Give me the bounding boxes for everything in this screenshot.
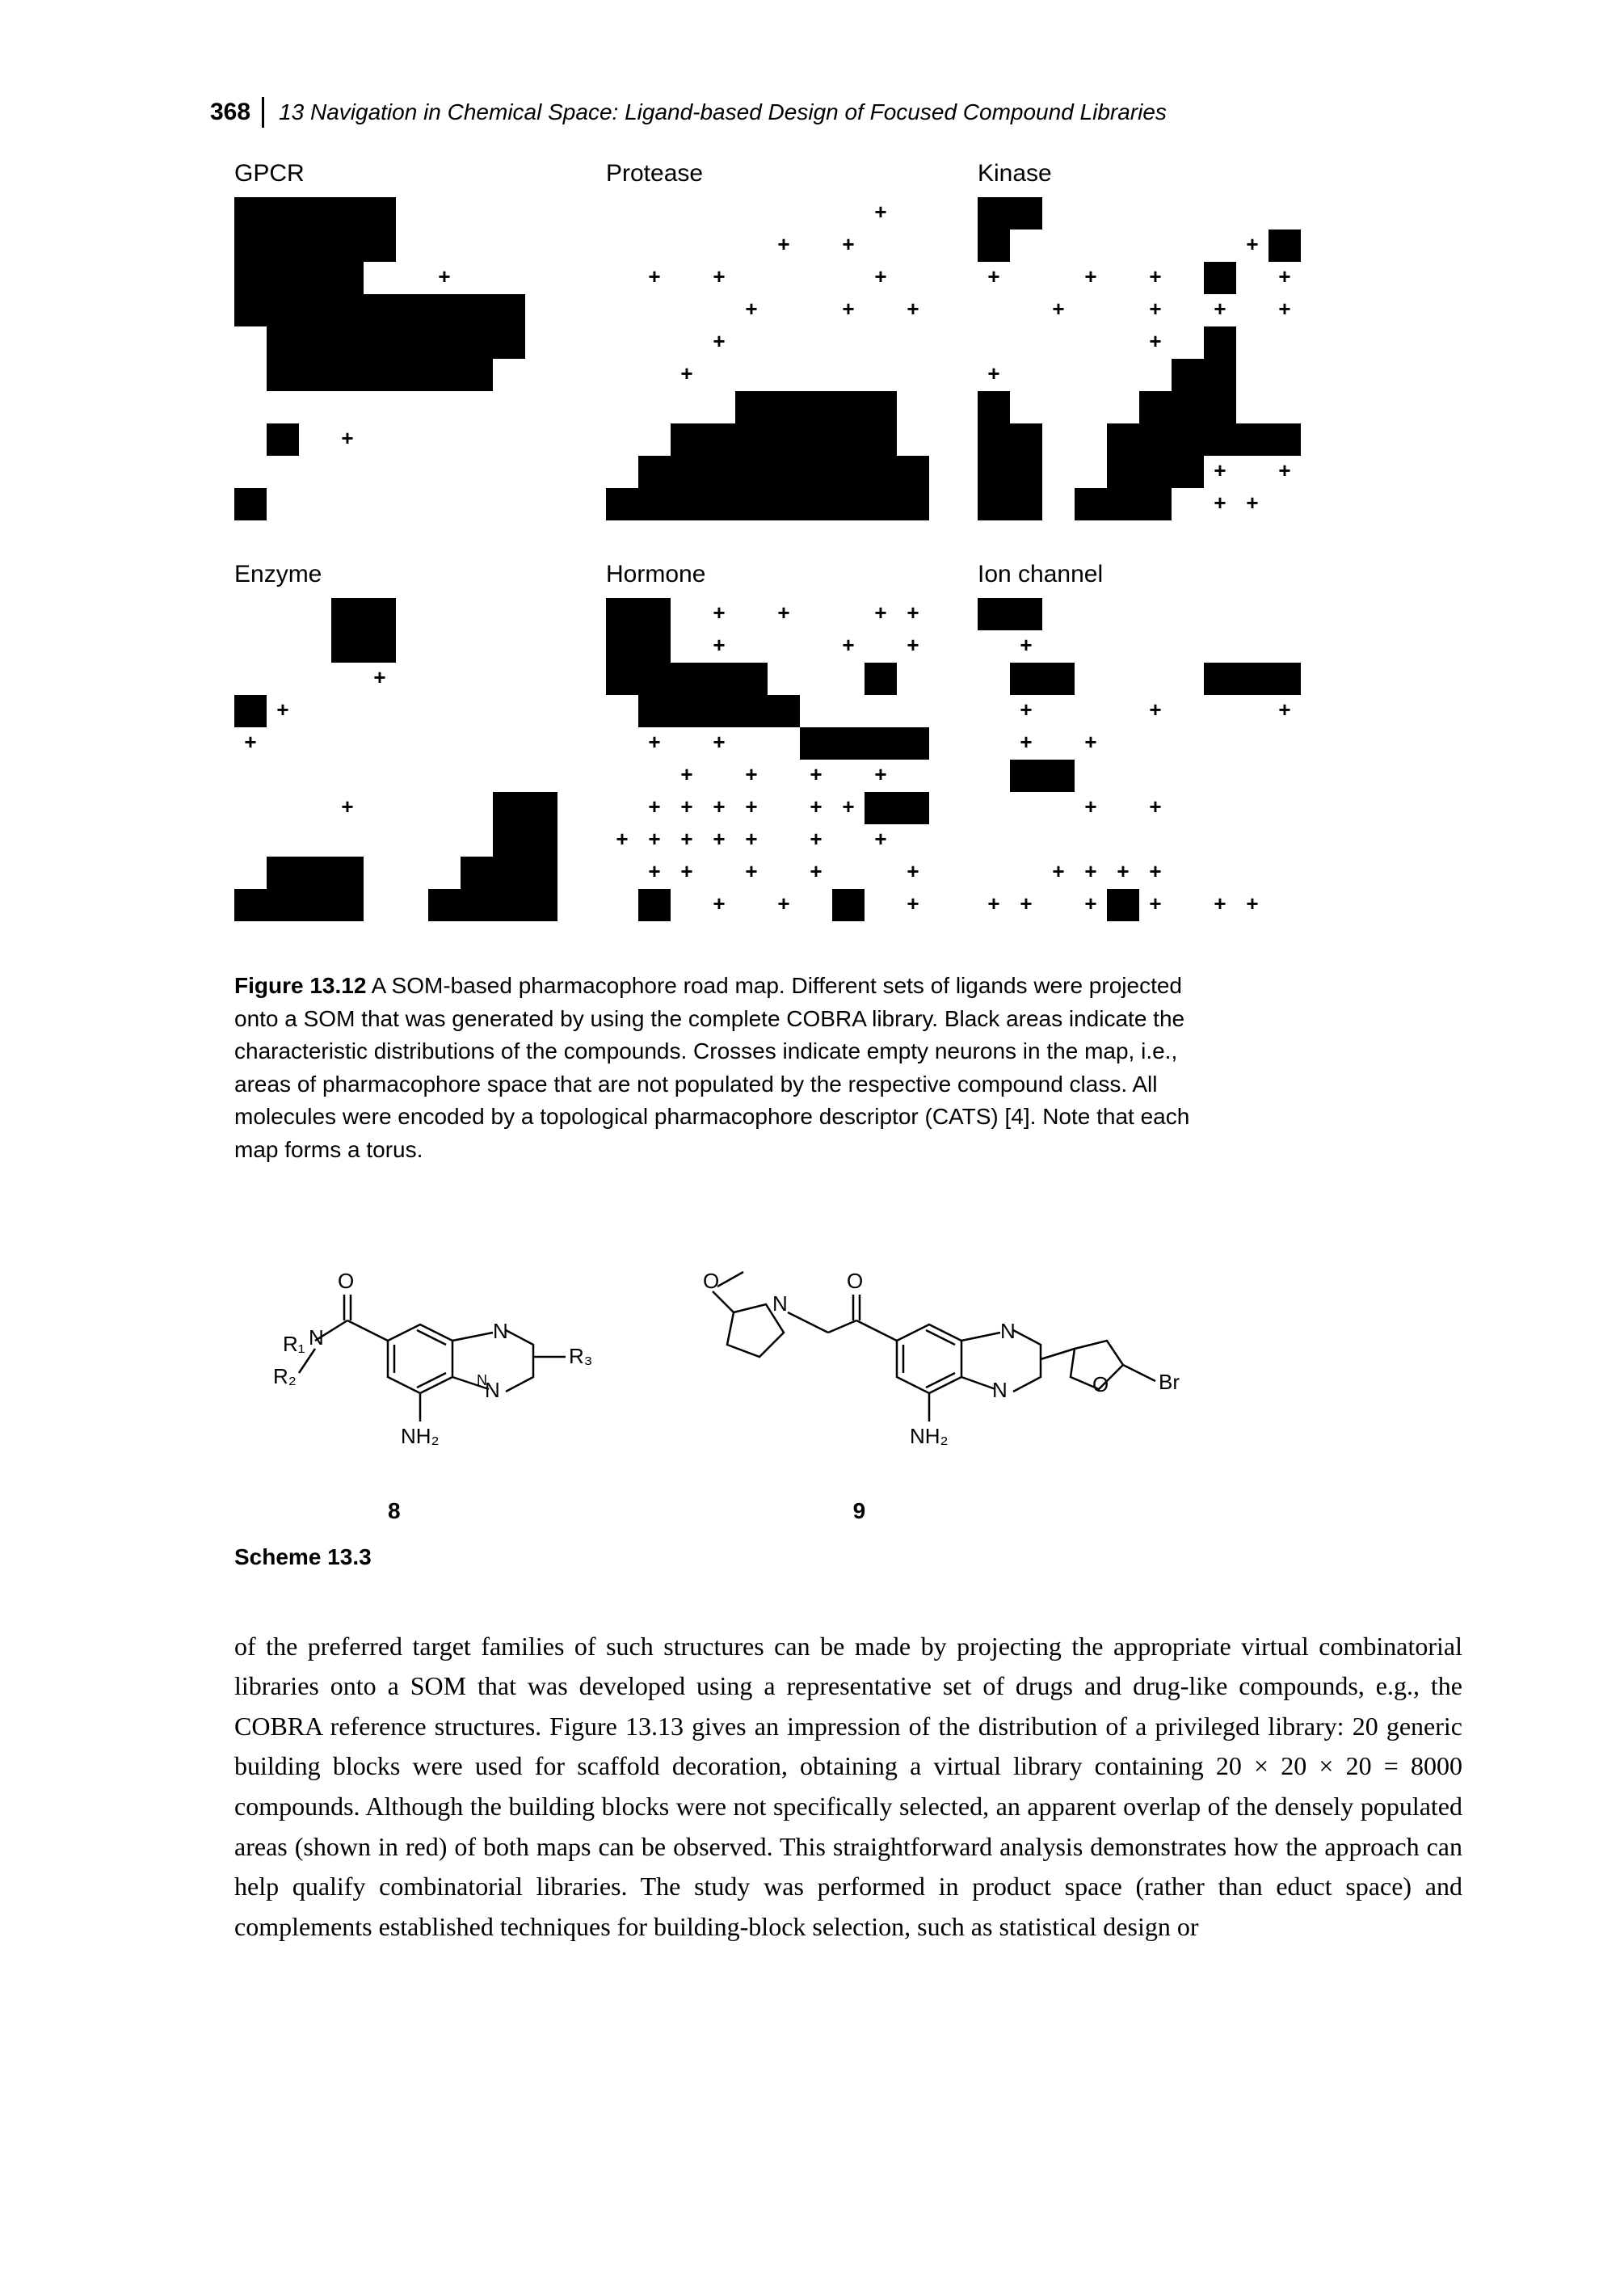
header-divider <box>262 97 264 128</box>
som-panel: Protease <box>606 160 929 520</box>
compound-number-9: 9 <box>853 1498 866 1524</box>
svg-text:O: O <box>847 1269 863 1293</box>
som-map <box>606 598 929 921</box>
figure-caption-text: A SOM-based pharmacophore road map. Diff… <box>234 973 1189 1162</box>
panel-title: Protease <box>606 160 929 187</box>
som-map <box>234 598 557 921</box>
figure-label: Figure 13.12 <box>234 973 366 998</box>
svg-text:N: N <box>309 1325 324 1350</box>
panel-title: Enzyme <box>234 561 557 588</box>
svg-text:N: N <box>772 1291 788 1316</box>
panel-title: GPCR <box>234 160 557 187</box>
svg-text:O: O <box>1092 1372 1109 1396</box>
svg-text:Br: Br <box>1159 1370 1180 1394</box>
figure-caption: Figure 13.12 A SOM-based pharmacophore r… <box>234 970 1204 1167</box>
page-number: 368 <box>210 99 250 126</box>
som-map <box>606 197 929 520</box>
svg-text:NH₂: NH₂ <box>910 1424 949 1448</box>
svg-text:O: O <box>338 1269 354 1293</box>
svg-text:NH₂: NH₂ <box>401 1424 440 1448</box>
som-panel: Hormone <box>606 561 929 921</box>
svg-text:R₁: R₁ <box>283 1332 305 1356</box>
svg-text:N: N <box>992 1378 1008 1402</box>
svg-text:O: O <box>703 1269 719 1293</box>
panel-title: Ion channel <box>978 561 1301 588</box>
compound-number-8: 8 <box>388 1498 401 1524</box>
som-map <box>978 197 1301 520</box>
compound-numbers: 8 9 <box>234 1498 1462 1524</box>
som-panel: Enzyme <box>234 561 557 921</box>
svg-text:R₃: R₃ <box>569 1344 592 1368</box>
running-head: 13 Navigation in Chemical Space: Ligand-… <box>279 99 1167 125</box>
som-panel: GPCR <box>234 160 557 520</box>
som-panel: Kinase <box>978 160 1301 520</box>
som-panel: Ion channel <box>978 561 1301 921</box>
body-paragraph: of the preferred target families of such… <box>234 1627 1462 1948</box>
svg-text:N: N <box>477 1372 487 1388</box>
panel-title: Hormone <box>606 561 929 588</box>
svg-text:R₂: R₂ <box>273 1364 297 1388</box>
som-figure-grid: GPCR Protease Kinase Enzyme Hormone Ion chann… <box>234 160 1462 921</box>
scheme-structures: O R₁ N R₂ N <box>234 1264 1462 1474</box>
som-map <box>978 598 1301 921</box>
panel-title: Kinase <box>978 160 1301 187</box>
som-map <box>234 197 557 520</box>
scheme-label: Scheme 13.3 <box>234 1544 1462 1570</box>
